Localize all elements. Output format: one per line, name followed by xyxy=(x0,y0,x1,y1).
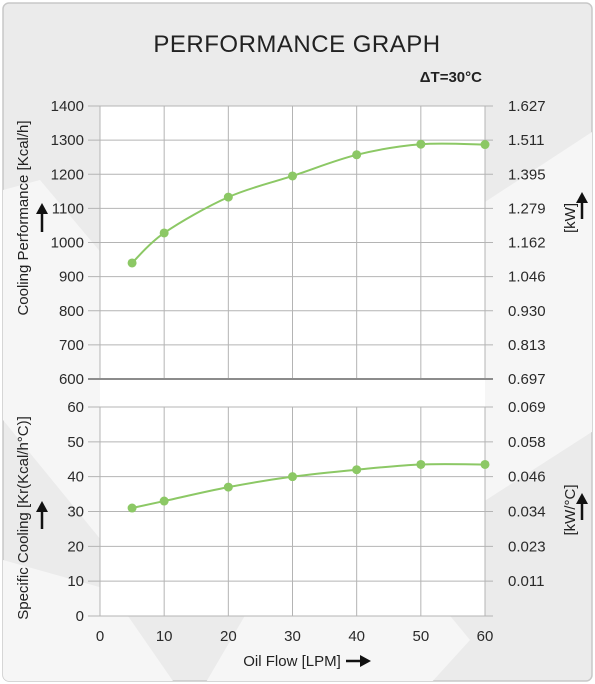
y2-tick-label: 0.069 xyxy=(508,399,546,416)
x-tick-label: 50 xyxy=(412,628,429,645)
data-point xyxy=(288,171,297,181)
y-tick-label: 60 xyxy=(67,399,84,416)
x-tick-label: 20 xyxy=(220,628,237,645)
y-ticks-cooling-performance: 600 700 800 900 1000 1100 1200 1300 1400 xyxy=(51,98,84,388)
y2-tick-label: 1.395 xyxy=(508,166,546,183)
data-point xyxy=(352,150,362,160)
series-specific-cooling xyxy=(127,459,490,513)
y2-tick-label: 0.023 xyxy=(508,538,546,555)
y-axis-label-specific-cooling: Specific Cooling [Kr(Kcal/h°C)] xyxy=(15,416,32,620)
grid-specific-cooling xyxy=(88,406,493,617)
y2-ticks-kw-per-c: 0.011 0.023 0.034 0.046 0.058 0.069 xyxy=(508,399,546,590)
y2-tick-label: 0.046 xyxy=(508,469,546,486)
x-tick-label: 40 xyxy=(348,628,365,645)
right-arrow-icon xyxy=(346,655,371,667)
y-tick-label: 1400 xyxy=(51,98,84,115)
data-point xyxy=(288,472,297,482)
data-point xyxy=(127,258,137,268)
x-axis-label: Oil Flow [LPM] xyxy=(243,653,341,670)
y-tick-label: 20 xyxy=(67,538,84,555)
y2-axis-label-kw-per-c: [kW/°C] xyxy=(562,485,579,536)
data-point xyxy=(480,140,490,150)
y-axis-label-cooling-performance: Cooling Performance [Kcal/h] xyxy=(15,120,32,315)
y2-axis-label-kw: [kW] xyxy=(562,203,579,233)
x-tick-label: 30 xyxy=(284,628,301,645)
y-tick-label: 10 xyxy=(67,573,84,590)
data-point xyxy=(416,459,426,469)
x-tick-label: 0 xyxy=(96,628,104,645)
y-tick-label: 30 xyxy=(67,504,84,521)
y-tick-label: 50 xyxy=(67,434,84,451)
y2-tick-label: 0.697 xyxy=(508,371,546,388)
y2-tick-label: 1.162 xyxy=(508,235,546,252)
y2-tick-label: 1.046 xyxy=(508,269,546,286)
y-tick-label: 0 xyxy=(76,608,84,625)
data-point xyxy=(127,503,137,513)
y2-tick-label: 0.011 xyxy=(508,573,544,590)
y-tick-label: 40 xyxy=(67,469,84,486)
y-tick-label: 800 xyxy=(59,303,84,320)
up-arrow-icon xyxy=(36,203,48,232)
data-point xyxy=(480,459,490,469)
y2-tick-label: 0.034 xyxy=(508,504,546,521)
y2-tick-label: 0.930 xyxy=(508,303,546,320)
data-point xyxy=(223,192,233,202)
data-point xyxy=(159,228,169,238)
series-cooling-performance xyxy=(127,139,490,268)
data-point xyxy=(159,496,169,506)
y2-tick-label: 1.511 xyxy=(508,132,544,149)
y2-tick-label: 1.627 xyxy=(508,98,546,115)
y2-tick-label: 0.058 xyxy=(508,434,546,451)
data-point xyxy=(416,139,426,149)
up-arrow-icon xyxy=(576,192,588,219)
y-tick-label: 1300 xyxy=(51,132,84,149)
data-point xyxy=(223,482,233,492)
y-tick-label: 1100 xyxy=(52,200,84,217)
x-ticks: 0 10 20 30 40 50 60 xyxy=(96,628,494,645)
y2-tick-label: 0.813 xyxy=(508,337,546,354)
condition-label: ΔT=30°C xyxy=(420,69,482,86)
y-tick-label: 600 xyxy=(59,371,84,388)
x-tick-label: 60 xyxy=(477,628,494,645)
y-ticks-specific-cooling: 0 10 20 30 40 50 60 xyxy=(67,399,84,625)
data-point xyxy=(352,465,362,475)
y-tick-label: 900 xyxy=(59,269,84,286)
up-arrow-icon xyxy=(36,501,48,529)
x-tick-label: 10 xyxy=(156,628,173,645)
y2-tick-label: 1.279 xyxy=(508,200,546,217)
y-tick-label: 1200 xyxy=(51,166,84,183)
y2-ticks-kw: 0.697 0.813 0.930 1.046 1.162 1.279 1.395 1.511… xyxy=(508,98,546,388)
y-tick-label: 1000 xyxy=(51,235,84,252)
y-tick-label: 700 xyxy=(59,337,84,354)
chart-title: PERFORMANCE GRAPH xyxy=(153,31,440,58)
up-arrow-icon xyxy=(576,493,588,520)
